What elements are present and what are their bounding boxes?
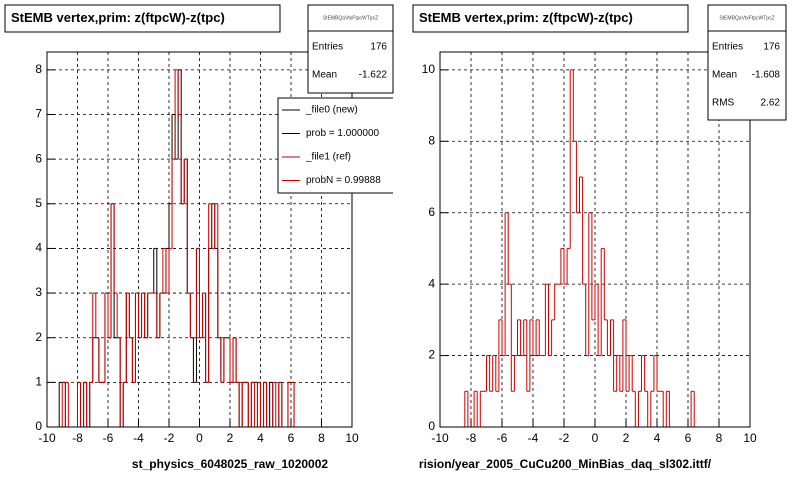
x-tick-label: 10 xyxy=(345,431,359,445)
x-tick-label: -10 xyxy=(38,431,56,445)
chart-title: StEMB vertex,prim: z(ftpcW)-z(tpc) xyxy=(11,10,225,25)
x-tick-label: 6 xyxy=(288,431,295,445)
y-tick-label: 6 xyxy=(35,151,42,165)
y-tick-label: 8 xyxy=(35,62,42,76)
legend-label: prob = 1.000000 xyxy=(306,128,380,139)
y-tick-label: 1 xyxy=(35,375,42,389)
stats-label: Entries xyxy=(712,42,743,53)
stats-value: -1.622 xyxy=(359,70,388,81)
y-tick-label: 4 xyxy=(428,276,435,290)
y-tick-label: 10 xyxy=(422,62,436,76)
stats-title: StEMBQaVtxFtpcWTpcZ xyxy=(323,15,378,21)
legend-label: _file1 (ref) xyxy=(305,152,351,163)
y-tick-label: 8 xyxy=(428,133,435,147)
y-tick-label: 4 xyxy=(35,241,42,255)
stats-box xyxy=(307,4,394,94)
y-tick-label: 7 xyxy=(35,107,42,121)
x-tick-label: -4 xyxy=(528,431,539,445)
x-tick-label: 2 xyxy=(623,431,630,445)
stats-label: Mean xyxy=(312,70,337,81)
y-tick-label: 0 xyxy=(428,419,435,433)
caption: st_physics_6048025_raw_1020002 xyxy=(132,457,328,471)
y-tick-label: 2 xyxy=(428,348,435,362)
title-box xyxy=(412,4,689,33)
legend: _file0 (new) prob = 1.000000 _file1 (ref) p… xyxy=(277,97,393,194)
stats-value: 176 xyxy=(370,42,387,53)
stats-title: StEMBQaVtxFtpcWTpcZ xyxy=(719,15,774,21)
x-tick-label: 4 xyxy=(257,431,264,445)
caption: rision/year_2005_CuCu200_MinBias_daq_sl3… xyxy=(419,457,712,471)
y-tick-label: 6 xyxy=(428,205,435,219)
x-tick-label: 4 xyxy=(654,431,661,445)
y-tick-label: 2 xyxy=(35,330,42,344)
title-box xyxy=(4,4,281,33)
x-tick-label: -8 xyxy=(72,431,83,445)
y-tick-label: 5 xyxy=(35,196,42,210)
legend-box xyxy=(277,97,393,194)
stats-label: RMS xyxy=(712,98,735,109)
x-tick-label: -8 xyxy=(466,431,477,445)
legend-label: _file0 (new) xyxy=(305,105,358,116)
x-tick-label: -6 xyxy=(103,431,114,445)
y-tick-label: 0 xyxy=(35,419,42,433)
stats-label: Entries xyxy=(312,42,343,53)
plot-frame-border xyxy=(439,51,751,428)
stats-value: 2.62 xyxy=(761,98,781,109)
x-tick-label: 0 xyxy=(196,431,203,445)
x-tick-label: -10 xyxy=(431,431,449,445)
y-tick-label: 3 xyxy=(35,285,42,299)
x-tick-label: -2 xyxy=(164,431,175,445)
x-tick-label: 8 xyxy=(318,431,325,445)
stats-box xyxy=(707,4,787,121)
legend-label: probN = 0.99888 xyxy=(306,175,381,186)
x-tick-label: -2 xyxy=(559,431,570,445)
x-tick-label: 10 xyxy=(743,431,757,445)
stats-value: -1.608 xyxy=(752,70,781,81)
x-tick-label: -6 xyxy=(497,431,508,445)
x-tick-label: 8 xyxy=(716,431,723,445)
x-tick-label: -4 xyxy=(133,431,144,445)
stats-label: Mean xyxy=(712,70,737,81)
x-tick-label: 2 xyxy=(227,431,234,445)
plot-frame-border xyxy=(46,51,353,428)
x-tick-label: 6 xyxy=(685,431,692,445)
x-tick-label: 0 xyxy=(592,431,599,445)
chart-title: StEMB vertex,prim: z(ftpcW)-z(tpc) xyxy=(419,10,633,25)
stats-value: 176 xyxy=(763,42,780,53)
